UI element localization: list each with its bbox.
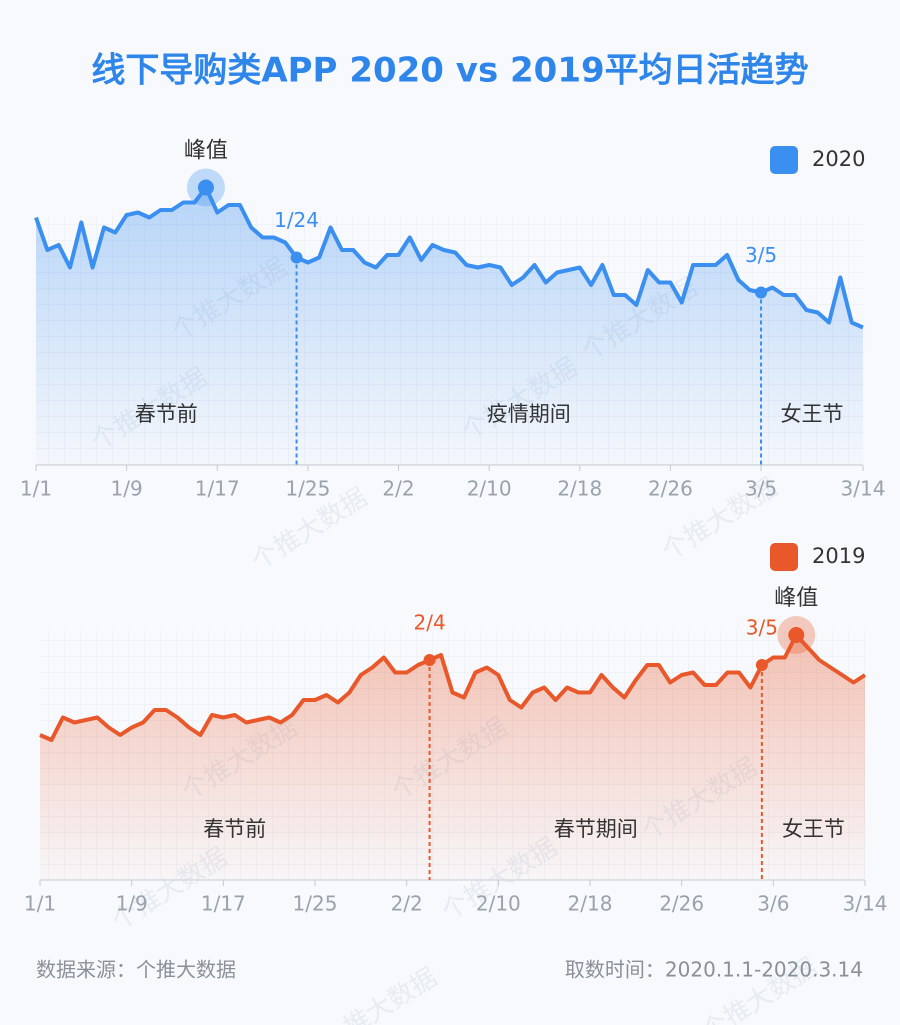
x-tick-label: 1/17 <box>195 477 240 501</box>
legend-swatch <box>770 543 798 571</box>
marker-label: 3/5 <box>745 243 777 267</box>
x-tick-label: 2/10 <box>467 477 512 501</box>
x-tick-label: 2/18 <box>557 477 602 501</box>
marker-label: 3/5 <box>746 616 778 640</box>
x-tick-label: 3/5 <box>745 477 777 501</box>
period-label: 春节前 <box>135 402 198 426</box>
x-tick-label: 1/25 <box>293 892 338 916</box>
x-tick-label: 2/18 <box>568 892 613 916</box>
period-label: 春节前 <box>203 817 266 841</box>
line <box>39 633 867 742</box>
x-tick-label: 1/1 <box>24 892 56 916</box>
legend-swatch <box>770 146 798 174</box>
period-label: 春节期间 <box>554 817 638 841</box>
period-label: 女王节 <box>781 402 844 426</box>
x-tick-label: 2/2 <box>391 892 423 916</box>
peak-point <box>197 179 214 196</box>
marker-label: 2/4 <box>413 611 445 635</box>
x-tick-label: 3/14 <box>843 892 888 916</box>
x-tick-label: 2/2 <box>382 477 414 501</box>
marker-point <box>755 286 768 299</box>
source: 数据来源：个推大数据 <box>36 958 236 982</box>
period-label: 女王节 <box>782 817 845 841</box>
x-tick-label: 1/9 <box>116 892 148 916</box>
line <box>34 185 864 330</box>
peak-label: 峰值 <box>774 586 818 611</box>
x-tick-label: 2/26 <box>648 477 693 501</box>
marker-point <box>290 251 303 264</box>
x-tick-label: 2/26 <box>659 892 704 916</box>
period-label: 疫情期间 <box>487 402 571 426</box>
area <box>40 635 865 880</box>
page-title: 线下导购类APP 2020 vs 2019平均日活趋势 <box>91 51 808 91</box>
x-tick-label: 1/9 <box>111 477 143 501</box>
x-tick-label: 1/17 <box>201 892 246 916</box>
marker-point <box>423 654 436 666</box>
peak-point <box>788 627 805 643</box>
x-tick-label: 3/14 <box>841 477 886 501</box>
x-tick-label: 2/10 <box>476 892 521 916</box>
area <box>36 187 863 465</box>
marker-point <box>755 659 768 671</box>
x-tick-label: 1/1 <box>20 477 52 501</box>
x-tick-label: 1/25 <box>285 477 330 501</box>
marker-label: 1/24 <box>274 208 319 232</box>
legend-label: 2020 <box>812 147 865 171</box>
x-tick-label: 3/6 <box>757 892 789 916</box>
time-range: 取数时间：2020.1.1-2020.3.14 <box>565 958 863 982</box>
peak-label: 峰值 <box>184 139 228 164</box>
legend-label: 2019 <box>812 544 865 568</box>
